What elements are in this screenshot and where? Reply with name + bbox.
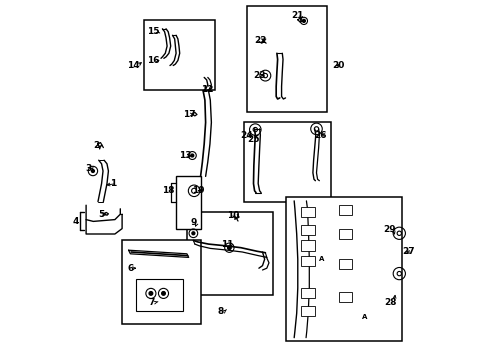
Text: 25: 25 xyxy=(247,135,259,144)
Bar xyxy=(143,20,215,90)
Bar xyxy=(301,225,314,235)
Circle shape xyxy=(192,232,194,235)
Bar xyxy=(244,122,330,202)
Text: 28: 28 xyxy=(383,298,396,307)
Text: 22: 22 xyxy=(254,36,266,45)
Text: 16: 16 xyxy=(147,56,160,65)
Text: 6: 6 xyxy=(128,264,134,273)
Text: 2: 2 xyxy=(93,141,99,150)
Text: 15: 15 xyxy=(147,27,160,36)
Circle shape xyxy=(162,292,165,295)
Text: 1: 1 xyxy=(110,179,116,188)
Text: 24: 24 xyxy=(240,130,252,139)
Bar xyxy=(338,205,352,215)
Text: 23: 23 xyxy=(253,71,265,80)
Bar xyxy=(176,176,200,229)
Bar xyxy=(301,288,314,298)
Text: 26: 26 xyxy=(314,130,326,139)
Bar xyxy=(301,207,314,217)
Text: 19: 19 xyxy=(192,186,204,195)
Text: 27: 27 xyxy=(402,247,414,256)
Text: 18: 18 xyxy=(162,186,174,195)
Text: 12: 12 xyxy=(201,85,214,94)
Text: 13: 13 xyxy=(179,151,191,160)
Text: 4: 4 xyxy=(73,217,79,226)
Bar xyxy=(285,197,401,341)
Circle shape xyxy=(227,246,231,249)
Bar xyxy=(301,256,314,266)
Text: 9: 9 xyxy=(190,218,196,227)
Bar xyxy=(338,229,352,239)
Circle shape xyxy=(302,19,305,22)
Bar xyxy=(122,240,201,324)
Bar xyxy=(301,306,314,316)
Bar xyxy=(136,279,183,311)
Bar xyxy=(186,212,273,295)
Text: 8: 8 xyxy=(217,307,224,316)
Text: 3: 3 xyxy=(85,164,92,173)
Text: 10: 10 xyxy=(226,211,239,220)
Bar xyxy=(247,6,326,112)
Text: 20: 20 xyxy=(332,61,345,70)
Bar xyxy=(338,292,352,302)
Text: 21: 21 xyxy=(291,10,304,19)
Text: A: A xyxy=(319,256,324,262)
Bar xyxy=(301,240,314,251)
Text: 7: 7 xyxy=(148,298,155,307)
Bar xyxy=(338,259,352,269)
Circle shape xyxy=(149,292,152,295)
Text: 17: 17 xyxy=(183,110,196,119)
Text: 11: 11 xyxy=(221,240,233,248)
Circle shape xyxy=(91,170,94,172)
Text: 14: 14 xyxy=(127,61,140,70)
Text: 29: 29 xyxy=(383,225,395,234)
Text: 5: 5 xyxy=(98,210,104,219)
Circle shape xyxy=(190,154,193,157)
Text: A: A xyxy=(362,314,367,320)
